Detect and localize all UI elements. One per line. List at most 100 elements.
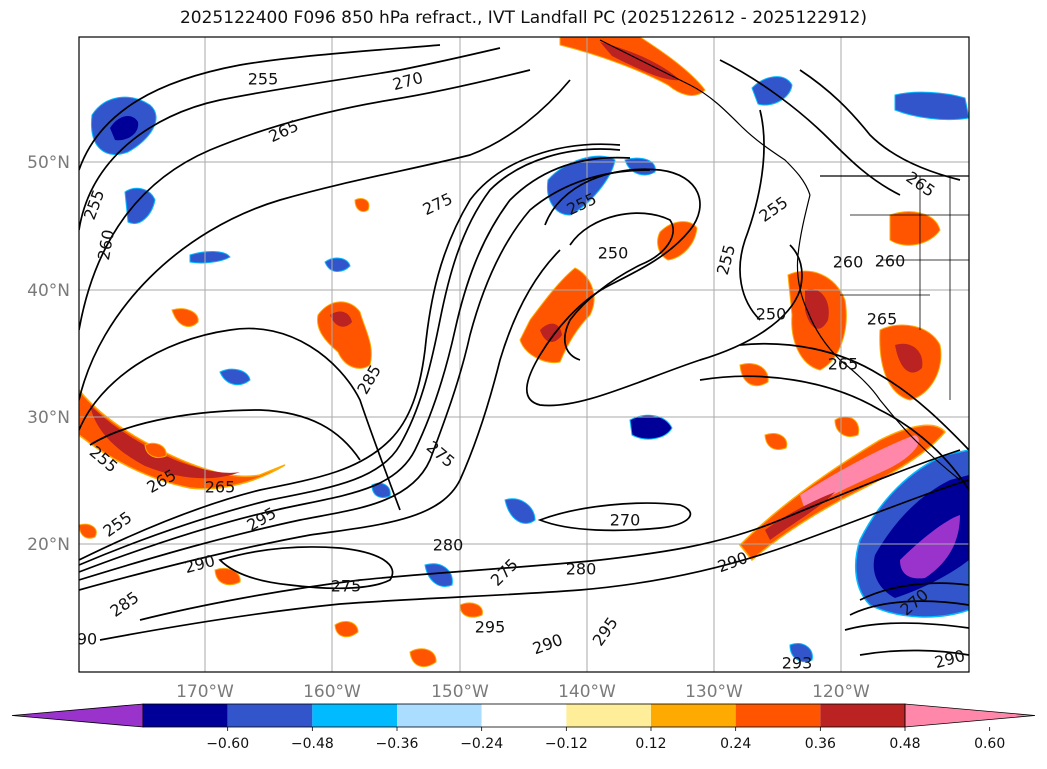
contour-label: 265 — [867, 310, 898, 329]
colorbar-tick-label: −0.60 — [206, 736, 249, 752]
alaska-coastline — [599, 39, 811, 196]
colorbar-extend-high — [904, 703, 1036, 728]
map-frame — [78, 36, 970, 673]
colorbar-segment — [312, 704, 397, 727]
positive-anomaly-region — [214, 567, 241, 586]
contour-line — [563, 212, 674, 361]
lon-label: 170°W — [176, 682, 234, 702]
colorbar-tick-label: 0.48 — [889, 736, 920, 752]
contour-line — [79, 249, 561, 591]
positive-anomaly-region — [459, 602, 483, 618]
contour-line — [859, 649, 969, 656]
contour-line — [79, 47, 501, 231]
contour-line — [844, 622, 969, 631]
negative-anomaly-region — [424, 563, 453, 587]
positive-anomaly-region — [739, 363, 769, 387]
colorbar-segment — [143, 704, 228, 727]
contour-label: 265 — [828, 355, 859, 374]
positive-anomaly-region — [409, 648, 437, 668]
colorbar-segment — [481, 704, 567, 727]
colorbar-tick-label: 0.24 — [720, 736, 751, 752]
contour-label: 280 — [433, 536, 464, 555]
positive-anomaly-region — [79, 523, 97, 539]
contour-line — [525, 168, 803, 407]
colorbar-segment — [227, 704, 313, 727]
shaded-field — [79, 37, 969, 668]
contour-line — [79, 44, 441, 171]
contour-label: 90 — [77, 630, 97, 649]
contour-label: 293 — [782, 654, 813, 673]
contour-line — [739, 342, 969, 451]
negative-anomaly-region — [894, 91, 969, 121]
positive-anomaly-region — [317, 301, 372, 369]
contour-line — [799, 69, 961, 181]
lat-label: 50°N — [27, 153, 70, 173]
negative-anomaly-region — [324, 257, 351, 272]
contour-line — [79, 69, 531, 331]
map-title: 2025122400 F096 850 hPa refract., IVT La… — [179, 8, 867, 28]
positive-anomaly-core — [330, 311, 352, 327]
colorbar-tick-label: −0.36 — [376, 736, 419, 752]
latitude-labels: 50°N 40°N 30°N 20°N — [27, 153, 70, 555]
positive-anomaly-core — [800, 435, 919, 510]
negative-anomaly-region — [124, 187, 156, 224]
negative-anomaly-region — [629, 414, 673, 440]
contour-label: 255 — [248, 70, 279, 89]
lon-label: 140°W — [558, 682, 616, 702]
colorbar-tick-label: −0.24 — [460, 736, 503, 752]
positive-anomaly-region — [889, 211, 941, 246]
positive-anomaly-region — [764, 433, 788, 450]
contour-line — [139, 449, 961, 621]
contour-line — [849, 600, 969, 616]
contour-label: 265 — [205, 478, 236, 497]
colorbar-segment — [397, 704, 482, 727]
negative-anomaly-region — [504, 498, 536, 524]
positive-anomaly-band — [559, 37, 706, 96]
colorbar-tick-label: 0.60 — [974, 736, 1005, 752]
colorbar-segment — [651, 704, 736, 727]
colorbar-segment — [566, 704, 651, 727]
contour-label: 250 — [598, 244, 629, 263]
positive-anomaly-core — [90, 405, 240, 479]
colorbar-frame — [142, 703, 906, 728]
contour-line — [739, 109, 765, 321]
negative-anomaly-core — [873, 475, 969, 598]
contour-line — [859, 582, 969, 601]
colorbar-tick-label: 0.12 — [635, 736, 666, 752]
positive-anomaly-region — [354, 197, 370, 213]
contour-line — [537, 502, 692, 532]
contour-label: 275 — [331, 577, 362, 596]
contour-line — [79, 79, 571, 401]
contour-label: 250 — [756, 305, 787, 324]
colorbar-segment — [820, 704, 905, 727]
contour-line — [79, 169, 651, 581]
lat-label: 40°N — [27, 281, 70, 301]
positive-anomaly-region — [171, 308, 199, 327]
contour-line — [79, 327, 401, 511]
negative-anomaly-region — [219, 368, 251, 386]
extreme-negative-core — [900, 515, 960, 579]
contour-label: 260 — [833, 253, 864, 272]
positive-anomaly-band — [79, 388, 286, 490]
contour-line — [89, 409, 361, 461]
contour-line — [79, 156, 631, 573]
negative-anomaly-core — [110, 116, 139, 141]
lat-label: 20°N — [27, 535, 70, 555]
lat-label: 30°N — [27, 408, 70, 428]
contour-label: 270 — [610, 511, 641, 530]
lon-label: 130°W — [685, 682, 743, 702]
lon-label: 150°W — [431, 682, 489, 702]
contour-label: 260 — [875, 252, 906, 271]
lon-label: 160°W — [303, 682, 361, 702]
contour-line — [699, 375, 969, 491]
positive-anomaly-region — [657, 221, 698, 261]
positive-anomaly-region — [519, 267, 595, 364]
longitude-labels: 170°W 160°W 150°W 140°W 130°W 120°W — [176, 682, 870, 702]
colorbar-tick-label: −0.48 — [291, 736, 334, 752]
positive-anomaly-region — [334, 621, 359, 638]
colorbar-tick-label: −0.12 — [545, 736, 588, 752]
graticule — [79, 37, 969, 672]
colorbar: −0.60 −0.48 −0.36 −0.24 −0.12 0.12 0.24 0.36 0.4… — [11, 703, 1036, 752]
